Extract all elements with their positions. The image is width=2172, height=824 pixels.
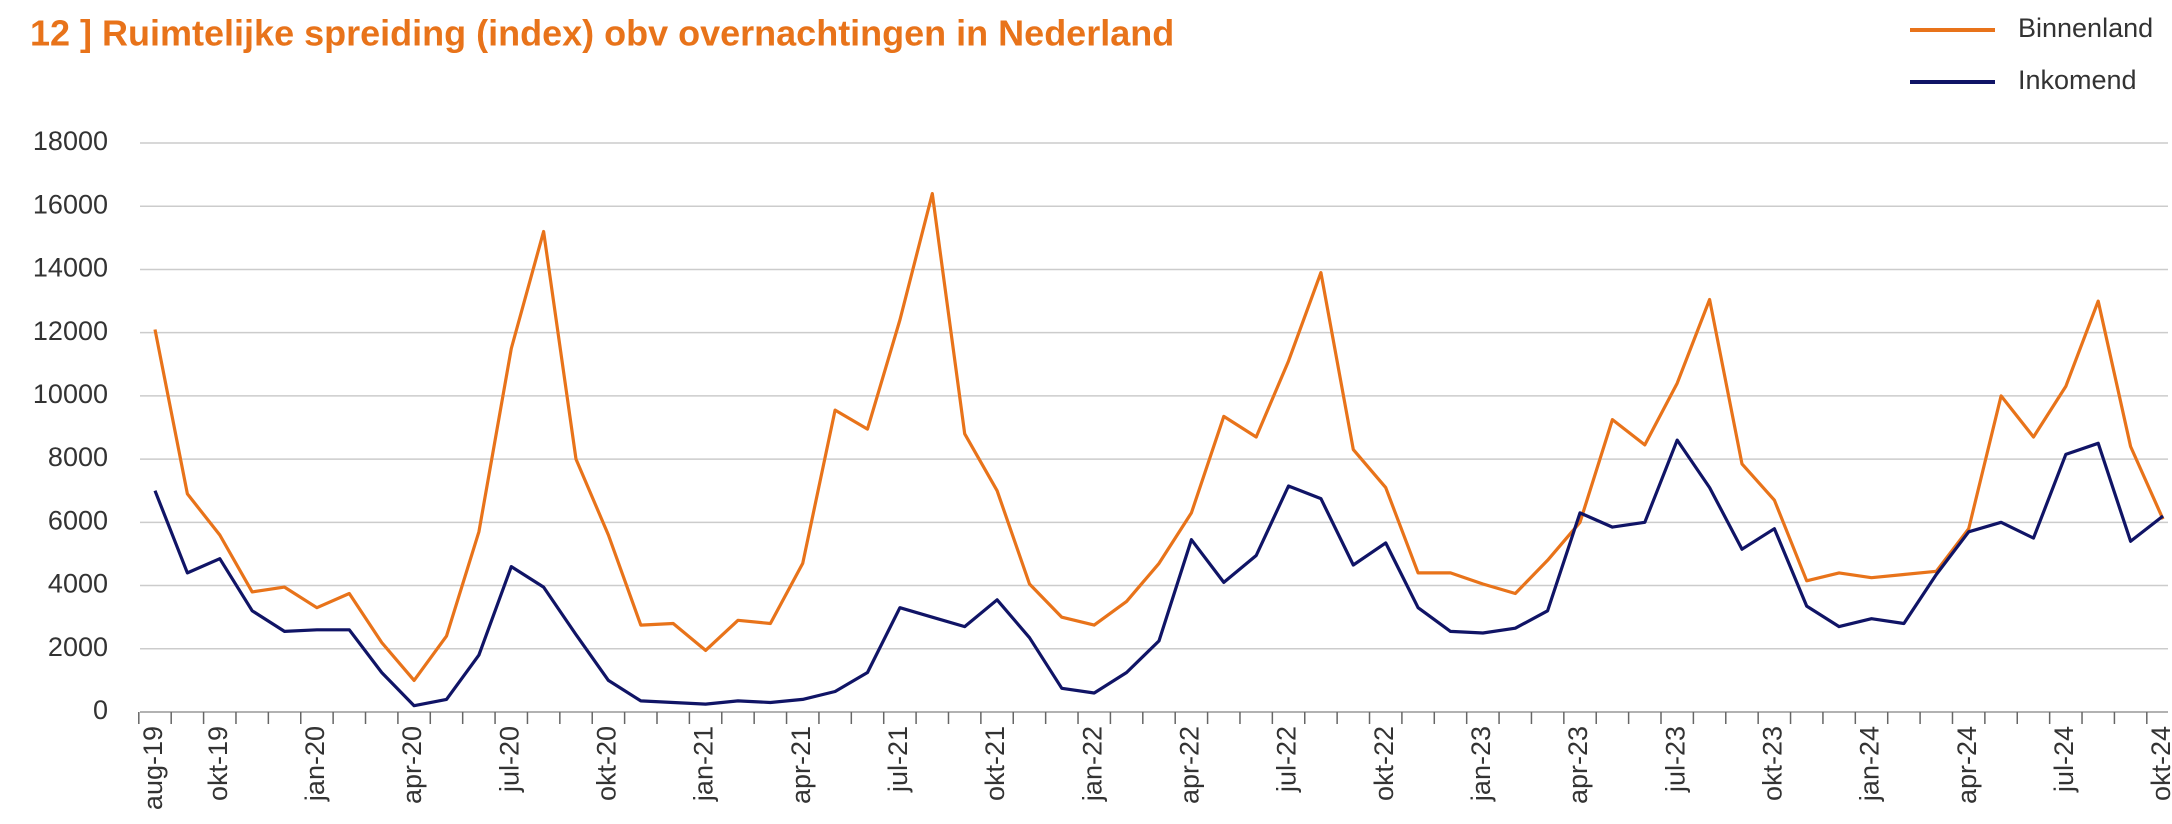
legend-label: Binnenland xyxy=(2018,13,2153,43)
y-tick-label: 14000 xyxy=(33,253,108,283)
x-tick-label: okt-21 xyxy=(980,726,1010,801)
series-line xyxy=(153,438,2164,708)
y-tick-label: 16000 xyxy=(33,189,108,219)
y-tick-label: 4000 xyxy=(48,569,108,599)
legend-label: Inkomend xyxy=(2018,65,2137,95)
x-tick-label: jul-20 xyxy=(494,726,524,793)
x-tick-label: jan-21 xyxy=(689,726,719,802)
x-tick-label: jul-21 xyxy=(883,726,913,793)
series-line xyxy=(153,192,2165,683)
x-tick-label: jan-22 xyxy=(1077,726,1107,802)
chart-title: 12 ] Ruimtelijke spreiding (index) obv o… xyxy=(30,13,1174,54)
y-tick-label: 18000 xyxy=(33,126,108,156)
y-tick-label: 0 xyxy=(93,695,108,725)
x-tick-label: jul-24 xyxy=(2049,726,2079,793)
y-tick-label: 6000 xyxy=(48,505,108,535)
y-tick-label: 10000 xyxy=(33,379,108,409)
x-tick-label: okt-19 xyxy=(203,726,233,801)
x-tick-label: okt-24 xyxy=(2146,726,2172,801)
x-tick-label: jul-22 xyxy=(1272,726,1302,793)
x-tick-label: jan-20 xyxy=(300,726,330,802)
x-tick-label: jan-23 xyxy=(1466,726,1496,802)
x-tick-label: jul-23 xyxy=(1660,726,1690,793)
x-tick-label: apr-21 xyxy=(786,726,816,804)
y-tick-label: 12000 xyxy=(33,316,108,346)
x-tick-label: okt-20 xyxy=(592,726,622,801)
y-tick-label: 2000 xyxy=(48,632,108,662)
x-tick-label: apr-23 xyxy=(1563,726,1593,804)
x-tick-label: apr-20 xyxy=(397,726,427,804)
x-tick-label: apr-24 xyxy=(1952,726,1982,804)
x-tick-label: okt-22 xyxy=(1369,726,1399,801)
y-tick-label: 8000 xyxy=(48,442,108,472)
x-tick-label: jan-24 xyxy=(1855,726,1885,802)
x-tick-label: okt-23 xyxy=(1757,726,1787,801)
x-tick-label: aug-19 xyxy=(138,726,168,810)
x-tick-label: apr-22 xyxy=(1175,726,1205,804)
